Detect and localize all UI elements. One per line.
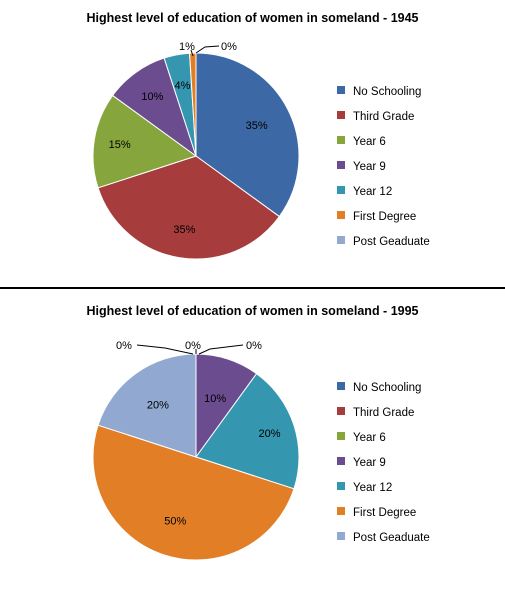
legend-item-first-degree-1945: First Degree — [337, 204, 430, 229]
legend-swatch — [337, 407, 345, 415]
legend-item-post-geaduate-1995: Post Geaduate — [337, 525, 430, 550]
chart-divider — [0, 287, 505, 289]
legend-item-year-12-1995: Year 12 — [337, 475, 430, 500]
pie-slice-third-grade-1945 — [97, 155, 281, 260]
leader-line-year-6-1995 — [198, 344, 244, 355]
legend-item-first-degree-1995: First Degree — [337, 500, 430, 525]
legend-label: First Degree — [353, 210, 417, 223]
legend-item-year-12-1945: Year 12 — [337, 179, 430, 204]
legend-item-third-grade-1995: Third Grade — [337, 400, 430, 425]
legend-swatch — [337, 236, 345, 244]
legend-label: Year 9 — [353, 456, 386, 469]
pie-slice-first-degree-1945 — [188, 52, 197, 157]
legend-swatch — [337, 186, 345, 194]
legend-label: Year 6 — [353, 431, 386, 444]
data-label-first-degree-1995: 50% — [164, 516, 186, 528]
legend-swatch — [337, 382, 345, 390]
legend-swatch — [337, 111, 345, 119]
legend-label: First Degree — [353, 506, 417, 519]
leader-line-post-geaduate-1945 — [195, 45, 220, 54]
legend-label: No Schooling — [353, 85, 422, 98]
legend-1995: No Schooling Third Grade Year 6 Year 9 Year … — [337, 375, 430, 550]
data-label-year-6-1945: 15% — [109, 139, 131, 151]
leader-line-first-degree-1945 — [190, 49, 194, 57]
legend-swatch — [337, 532, 345, 540]
chart-title-1945: Highest level of education of women in s… — [86, 11, 419, 25]
data-label-year-6-1995: 0% — [246, 340, 262, 352]
pie-slice-post-geaduate-1995 — [97, 353, 197, 458]
legend-swatch — [337, 86, 345, 94]
data-label-no-schooling-1995: 0% — [116, 340, 132, 352]
legend-swatch — [337, 482, 345, 490]
pie-slice-year-12-1995 — [195, 372, 300, 490]
pie-chart-1945: 35% 35% 15% 10% 4% 1% 0% — [92, 41, 300, 260]
legend-label: Year 9 — [353, 160, 386, 173]
legend-label: Post Geaduate — [353, 531, 430, 544]
data-label-third-grade-1995: 0% — [185, 340, 201, 352]
legend-label: Post Geaduate — [353, 235, 430, 248]
legend-label: No Schooling — [353, 381, 422, 394]
legend-item-year-6-1995: Year 6 — [337, 425, 430, 450]
legend-label: Year 12 — [353, 185, 393, 198]
legend-label: Year 6 — [353, 135, 386, 148]
data-label-year-12-1945: 4% — [175, 80, 191, 92]
legend-item-no-schooling-1945: No Schooling — [337, 79, 430, 104]
chart-title-1995: Highest level of education of women in s… — [86, 304, 419, 318]
legend-swatch — [337, 136, 345, 144]
legend-swatch — [337, 211, 345, 219]
pie-chart-1995: 0% 0% 0% 10% 20% 50% 20% — [92, 340, 300, 561]
legend-swatch — [337, 161, 345, 169]
data-label-post-geaduate-1945: 0% — [221, 41, 237, 53]
pie-slice-no-schooling-1945 — [195, 52, 300, 218]
pie-slice-first-degree-1995 — [92, 424, 295, 561]
leader-line-no-schooling-1995 — [136, 344, 194, 355]
legend-swatch — [337, 507, 345, 515]
legend-item-year-9-1995: Year 9 — [337, 450, 430, 475]
legend-item-year-9-1945: Year 9 — [337, 154, 430, 179]
data-label-no-schooling-1945: 35% — [246, 120, 268, 132]
data-label-year-9-1945: 10% — [141, 91, 163, 103]
pie-slice-year-6-1945 — [92, 94, 198, 189]
data-label-year-9-1995: 10% — [204, 393, 226, 405]
data-label-year-12-1995: 20% — [258, 428, 280, 440]
chart-1945: Highest level of education of women in s… — [0, 0, 505, 287]
legend-swatch — [337, 432, 345, 440]
legend-item-post-geaduate-1945: Post Geaduate — [337, 229, 430, 254]
legend-item-third-grade-1945: Third Grade — [337, 104, 430, 129]
legend-item-year-6-1945: Year 6 — [337, 129, 430, 154]
legend-label: Third Grade — [353, 406, 415, 419]
legend-1945: No Schooling Third Grade Year 6 Year 9 Year … — [337, 79, 430, 254]
chart-1995: Highest level of education of women in s… — [0, 290, 505, 592]
data-label-post-geaduate-1995: 20% — [147, 400, 169, 412]
legend-swatch — [337, 457, 345, 465]
legend-label: Year 12 — [353, 481, 393, 494]
data-label-third-grade-1945: 35% — [173, 224, 195, 236]
legend-label: Third Grade — [353, 110, 415, 123]
data-label-first-degree-1945: 1% — [179, 41, 195, 53]
legend-item-no-schooling-1995: No Schooling — [337, 375, 430, 400]
